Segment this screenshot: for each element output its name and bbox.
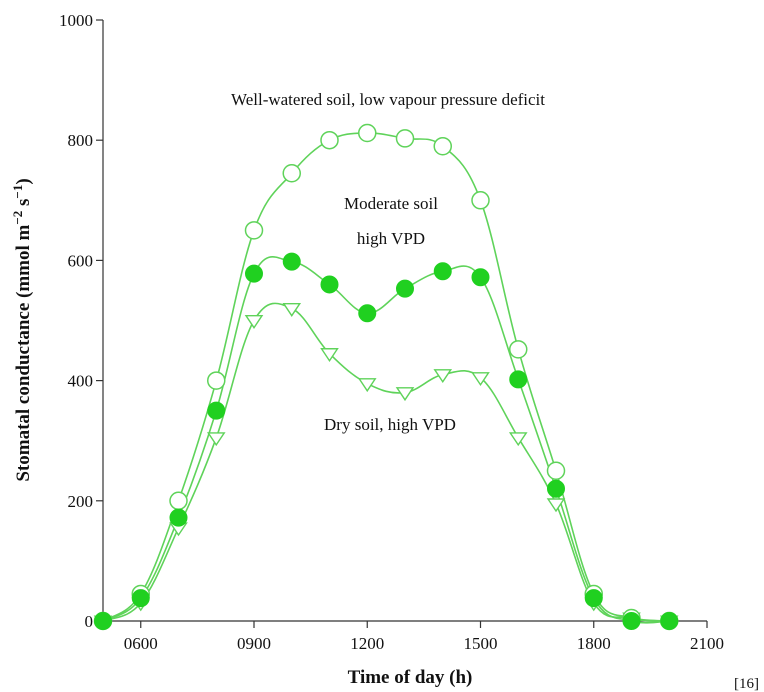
data-point-triangle [206, 432, 226, 447]
data-point-triangle [508, 432, 528, 447]
data-point-filled-circle [433, 262, 452, 281]
annotation-well-watered: Well-watered soil, low vapour pressure d… [231, 90, 545, 109]
x-tick-label: 2100 [690, 634, 724, 653]
data-point-open-circle [546, 461, 566, 480]
series-lines [102, 132, 670, 624]
data-point-open-circle [207, 371, 226, 390]
data-point-filled-circle [396, 279, 414, 298]
x-tick-label: 1200 [350, 634, 384, 653]
data-point-filled-circle [207, 401, 226, 420]
data-point-open-circle [244, 221, 264, 240]
x-tick-label: 1500 [464, 634, 498, 653]
data-point-open-circle [169, 491, 188, 511]
data-point-filled-circle [584, 589, 603, 608]
data-point-filled-circle [94, 612, 112, 630]
ticks: 0 200 400 600 800 1000 0600 0900 1200 1500 1800 210… [59, 11, 724, 653]
data-point-triangle [433, 369, 453, 384]
series-line-open-triangle-down [102, 302, 670, 622]
data-point-filled-circle [282, 252, 301, 271]
data-point-open-circle [282, 164, 301, 183]
data-point-filled-circle [131, 589, 150, 608]
y-axis-title: Stomatal conductance (mmol m−2 s−1) [10, 178, 34, 481]
y-axis-title-sup2: −1 [10, 185, 25, 199]
y-axis-title-end: ) [13, 178, 34, 184]
axes [102, 20, 707, 622]
x-axis-title: Time of day (h) [348, 667, 473, 688]
y-axis-title-sup1: −2 [10, 211, 25, 225]
data-point-open-circle [358, 123, 377, 143]
data-point-filled-circle [320, 275, 339, 294]
data-point-filled-circle [245, 264, 263, 283]
data-point-open-circle [320, 130, 339, 150]
data-point-filled-circle [622, 612, 641, 630]
data-point-filled-circle [547, 479, 565, 498]
data-point-triangle [244, 315, 264, 329]
data-point-triangle [546, 498, 566, 513]
y-tick-label: 800 [68, 131, 94, 150]
data-point-filled-circle [471, 268, 490, 287]
series-line-filled-circle [102, 256, 670, 624]
y-axis-title-main: Stomatal conductance (mmol m [13, 224, 34, 481]
data-point-triangle [471, 372, 490, 387]
y-tick-label: 1000 [59, 11, 93, 30]
y-tick-label: 0 [85, 612, 94, 631]
y-tick-label: 400 [68, 372, 94, 391]
x-tick-label: 0600 [124, 634, 158, 653]
x-tick-label: 0900 [237, 634, 271, 653]
annotation-dry-soil: Dry soil, high VPD [324, 415, 456, 434]
series-line-open-circle [102, 132, 670, 622]
data-point-triangle [320, 348, 339, 363]
x-tick-label: 1800 [577, 634, 611, 653]
data-point-filled-circle [509, 370, 528, 389]
markers [93, 123, 679, 631]
data-point-open-circle [433, 136, 452, 156]
data-point-triangle [395, 387, 415, 402]
data-point-filled-circle [169, 508, 188, 527]
reference-label: [16] [734, 676, 759, 692]
annotation-high-vpd: high VPD [357, 229, 425, 248]
data-point-open-circle [509, 340, 528, 359]
data-point-triangle [357, 378, 377, 393]
data-point-open-circle [395, 129, 415, 148]
data-point-triangle [282, 302, 302, 317]
annotation-moderate-soil: Moderate soil [344, 194, 438, 213]
y-tick-label: 600 [68, 251, 94, 270]
y-axis-title-mid: s [13, 199, 34, 211]
data-point-filled-circle [660, 612, 679, 630]
data-point-open-circle [471, 191, 490, 210]
y-tick-label: 200 [68, 492, 94, 511]
data-point-filled-circle [358, 304, 377, 323]
